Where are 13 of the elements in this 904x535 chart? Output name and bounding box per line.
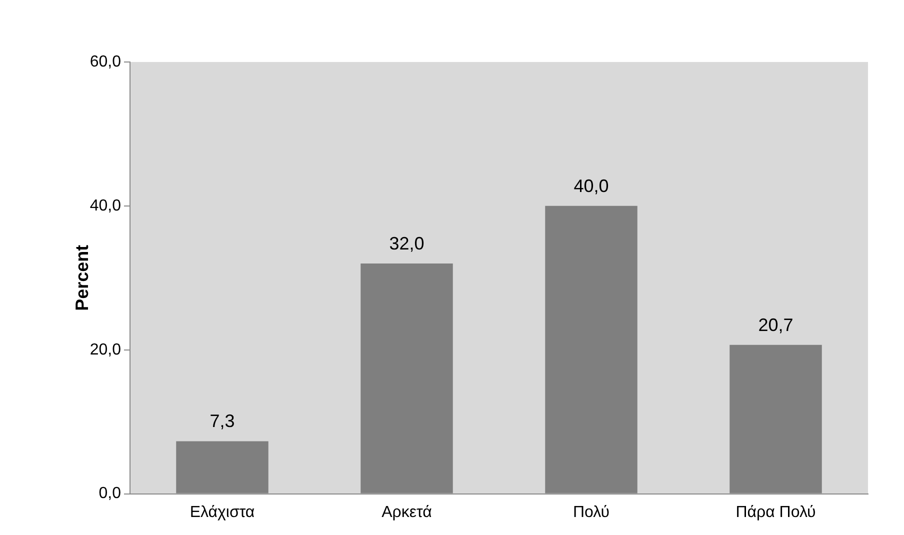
data-label: 7,3: [210, 411, 235, 432]
x-tick-label: Πολύ: [572, 504, 610, 521]
y-tick-label: 60,0: [90, 53, 122, 70]
x-tick-label: Ελάχιστα: [190, 504, 255, 521]
x-tick-label: Αρκετά: [382, 504, 432, 521]
data-label: 40,0: [574, 176, 609, 196]
y-tick-label: 20,0: [90, 341, 122, 358]
y-axis-title: Percent: [72, 244, 92, 311]
x-tick-label: Πάρα Πολύ: [736, 504, 816, 521]
data-label: 32,0: [389, 233, 424, 254]
y-tick-label: 40,0: [90, 197, 122, 214]
y-tick-label: 0,0: [98, 485, 122, 502]
data-label: 20,7: [758, 314, 794, 335]
